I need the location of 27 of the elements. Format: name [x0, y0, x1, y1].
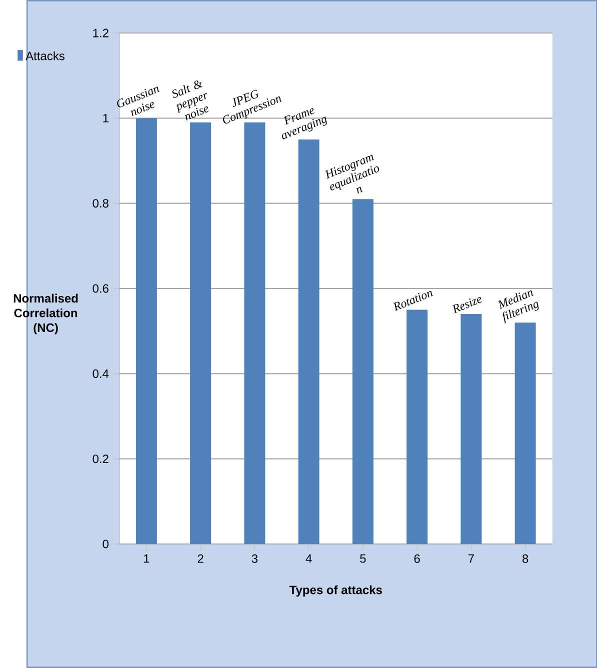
y-tick-label: 0.4	[92, 369, 108, 378]
y-axis-title: Normalised Correlation (NC)	[14, 294, 78, 334]
y-tick-label: 1.2	[93, 28, 108, 38]
x-tick-label: 8	[522, 554, 528, 563]
x-tick-label: 6	[414, 554, 420, 563]
y-tick-label: 1	[103, 114, 108, 122]
legend-label: Attacks	[25, 51, 64, 60]
bar	[244, 122, 265, 544]
y-tick-label: 0.2	[92, 454, 108, 464]
bar	[190, 122, 211, 544]
x-axis-title: Types of attacks	[289, 585, 382, 597]
y-tick-label: 0.8	[92, 199, 108, 208]
x-tick-label: 3	[252, 554, 258, 563]
y-tick-label: 0	[102, 540, 108, 548]
bar	[460, 314, 482, 544]
bar	[514, 322, 536, 544]
bar	[352, 199, 374, 544]
annotation: Resize	[452, 297, 482, 314]
bar	[136, 118, 157, 544]
bar	[406, 310, 428, 544]
y-tick-label: 0.6	[92, 284, 108, 293]
x-tick-label: 5	[360, 554, 366, 563]
x-tick-label: 1	[144, 554, 149, 563]
x-tick-label: 4	[306, 554, 312, 563]
x-tick-label: 2	[198, 554, 204, 563]
bar	[298, 139, 320, 544]
x-tick-label: 7	[468, 554, 474, 563]
